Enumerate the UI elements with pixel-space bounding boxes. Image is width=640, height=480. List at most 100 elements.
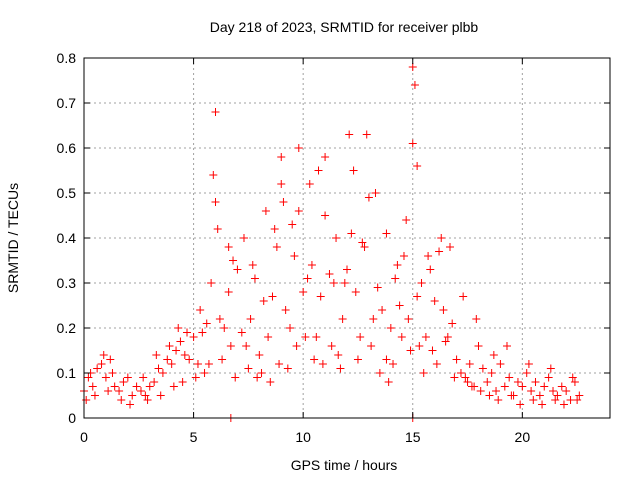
- data-point: [347, 229, 356, 238]
- data-point: [343, 265, 351, 274]
- data-point: [360, 243, 369, 251]
- data-point: [108, 369, 117, 377]
- data-point: [104, 387, 113, 395]
- data-point: [246, 315, 255, 323]
- data-point: [97, 360, 106, 368]
- x-axis-label: GPS time / hours: [291, 457, 398, 473]
- data-point: [242, 342, 251, 350]
- data-point: [472, 315, 481, 323]
- data-point: [351, 288, 360, 296]
- data-point: [408, 139, 417, 148]
- data-point: [321, 211, 330, 220]
- data-point: [478, 364, 487, 373]
- data-point: [516, 400, 525, 409]
- data-point: [413, 292, 422, 301]
- data-point: [378, 306, 387, 314]
- x-tick-labels: 0 5 10 15 20: [80, 429, 530, 445]
- data-point: [226, 342, 235, 350]
- data-point: [231, 373, 240, 382]
- data-point: [200, 369, 209, 377]
- data-point: [215, 315, 224, 323]
- data-point: [123, 373, 132, 382]
- data-point: [448, 319, 457, 328]
- data-point: [562, 387, 571, 395]
- data-point: [356, 333, 365, 341]
- data-point: [338, 315, 347, 323]
- data-point: [283, 364, 292, 373]
- data-point: [248, 261, 257, 269]
- axis-ticks: [83, 57, 610, 419]
- data-point: [233, 265, 242, 274]
- data-point: [456, 369, 465, 377]
- data-point: [395, 301, 404, 310]
- data-point: [483, 378, 492, 386]
- data-point: [570, 378, 579, 386]
- data-point: [224, 243, 233, 251]
- data-point: [417, 279, 426, 287]
- data-point: [167, 360, 176, 368]
- data-point: [502, 342, 511, 350]
- data-point: [329, 279, 338, 287]
- data-point: [158, 369, 167, 377]
- data-point: [496, 360, 505, 368]
- data-point: [437, 234, 446, 242]
- data-point: [426, 265, 435, 274]
- data-point: [202, 319, 211, 328]
- data-point: [527, 387, 536, 395]
- data-point: [402, 216, 411, 224]
- y-tick-label: 0.6: [57, 140, 77, 156]
- x-tick-label: 20: [515, 429, 531, 445]
- data-point: [224, 288, 233, 296]
- data-point: [196, 306, 205, 314]
- data-point: [239, 234, 248, 242]
- data-point: [88, 382, 97, 391]
- data-point: [90, 391, 99, 400]
- data-point: [193, 360, 202, 368]
- data-point: [101, 373, 110, 382]
- data-point: [292, 342, 301, 350]
- data-point: [128, 391, 137, 400]
- data-point: [452, 355, 461, 364]
- data-point: [465, 360, 474, 368]
- data-point: [529, 396, 538, 404]
- data-point: [382, 229, 391, 238]
- data-point: [386, 324, 395, 332]
- data-point: [518, 382, 527, 391]
- data-point: [244, 364, 253, 373]
- data-point: [384, 378, 393, 386]
- data-point: [371, 189, 380, 197]
- data-point: [522, 369, 531, 377]
- data-point: [494, 396, 503, 404]
- data-point: [277, 153, 286, 161]
- data-point: [198, 328, 207, 337]
- data-point: [185, 355, 194, 364]
- y-tick-label: 0.2: [57, 320, 77, 336]
- data-point: [106, 355, 115, 364]
- chart-title: Day 218 of 2023, SRMTID for receiver plb…: [210, 19, 479, 35]
- data-point: [145, 382, 154, 391]
- data-point: [334, 351, 343, 359]
- data-point: [505, 373, 514, 382]
- data-point: [553, 391, 562, 400]
- data-point: [551, 396, 560, 404]
- data-point: [428, 346, 437, 355]
- data-point: [183, 328, 192, 337]
- data-point: [404, 315, 413, 323]
- data-point: [126, 400, 135, 409]
- data-point: [559, 400, 568, 409]
- data-point: [299, 288, 308, 296]
- data-point: [261, 207, 270, 215]
- data-point: [143, 396, 152, 404]
- data-point: [345, 130, 354, 139]
- data-point: [397, 333, 406, 341]
- data-point: [211, 198, 220, 206]
- data-point: [303, 274, 312, 283]
- data-point: [213, 225, 222, 233]
- data-point: [154, 364, 163, 373]
- data-point: [152, 351, 161, 359]
- data-point: [189, 333, 198, 341]
- data-point: [294, 144, 303, 152]
- data-point: [220, 324, 229, 332]
- data-point: [204, 360, 213, 368]
- data-point: [178, 378, 187, 386]
